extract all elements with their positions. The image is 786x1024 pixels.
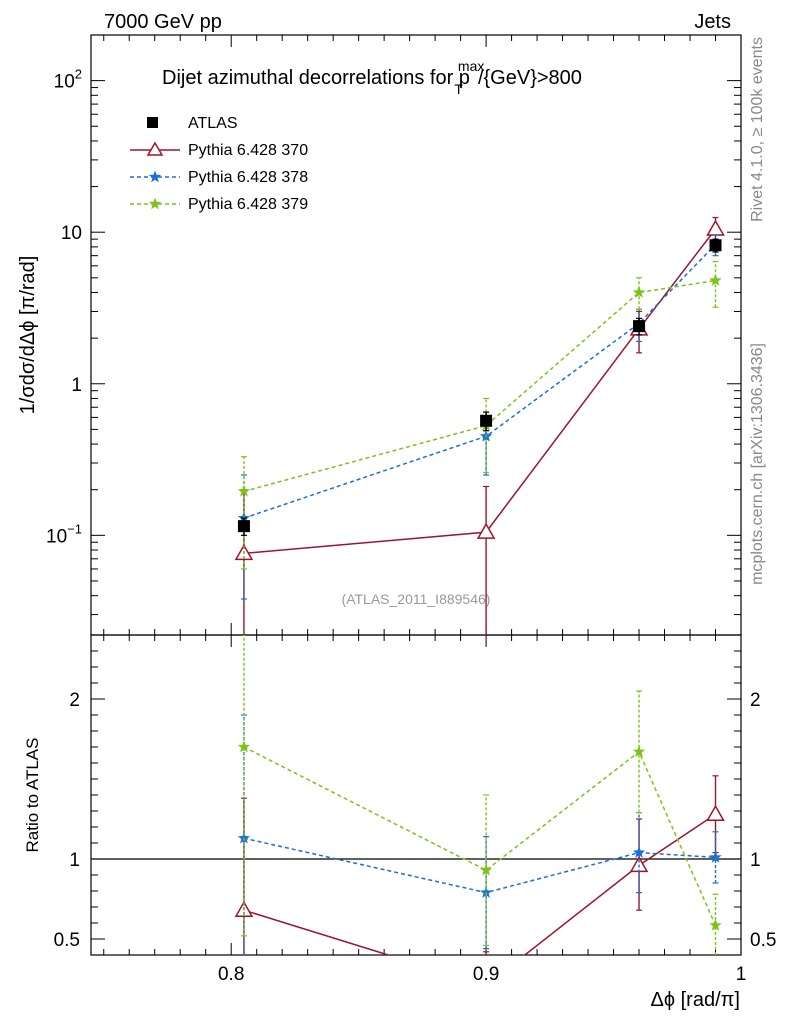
ratio-series-p379 — [237, 635, 722, 955]
x-axis-label: Δϕ [rad/π] — [651, 989, 741, 1011]
ratio-p379-point — [479, 863, 493, 876]
main-data-layer — [234, 216, 725, 635]
legend-p370-marker — [146, 141, 164, 156]
legend-p379-label: Pythia 6.428 379 — [188, 196, 308, 213]
legend: ATLAS Pythia 6.428 370 Pythia 6.428 378 … — [130, 115, 308, 213]
ratio-y-axis-label: Ratio to ATLAS — [23, 738, 42, 853]
legend-p378-star — [148, 170, 162, 183]
main-atlas-point — [709, 239, 722, 252]
chart-title-tail: /{GeV}>800 — [478, 67, 582, 89]
chart-title: Dijet azimuthal decorrelations for pmax T… — [162, 58, 582, 97]
analysis-watermark: (ATLAS_2011_I889546) — [342, 591, 491, 607]
x-tick-label: 0.8 — [218, 964, 244, 985]
main-p370-point — [476, 522, 496, 539]
ratio-p378-point — [709, 850, 722, 863]
legend-p378-marker — [148, 170, 162, 183]
main-series-p370 — [234, 216, 725, 635]
legend-atlas-label: ATLAS — [188, 115, 238, 132]
ratio-p378-line — [243, 837, 716, 894]
legend-p370-label: Pythia 6.428 370 — [188, 142, 308, 159]
ratio-p378-point — [237, 831, 251, 844]
ratio-p370-line — [243, 813, 716, 955]
main-p379-point — [632, 286, 646, 298]
legend-p378-label: Pythia 6.428 378 — [188, 169, 308, 186]
ratio-data-layer — [234, 635, 725, 955]
mcplots-source-label: mcplots.cern.ch [arXiv:1306.3436] — [749, 343, 766, 585]
main-y-tick-label: 102 — [54, 67, 82, 93]
rivet-version-label: Rivet 4.1.0, ≥ 100k events — [749, 37, 766, 222]
main-p379-line — [243, 279, 716, 493]
main-series-p379 — [237, 260, 722, 570]
ratio-y-tick-label: 0.5 — [54, 930, 80, 951]
main-series-p378 — [237, 234, 722, 600]
main-y-tick-label: 10−1 — [46, 521, 82, 547]
ratio-y-tick-label-right: 1 — [750, 850, 761, 871]
chart-title-sup: max — [458, 58, 484, 74]
main-y-axis-label: 1/σdσ/dΔϕ [π/rad] — [17, 256, 39, 415]
ratio-y-tick-label-right: 0.5 — [750, 930, 776, 951]
main-p379-point — [709, 274, 722, 286]
main-p370-point — [706, 219, 725, 236]
ratio-series-p378 — [237, 714, 722, 955]
ratio-series-p370 — [234, 775, 725, 955]
ratio-y-tick-label: 1 — [69, 850, 80, 871]
ratio-p378-point — [632, 846, 646, 858]
legend-atlas-marker — [147, 117, 158, 128]
ratio-plot-frame — [90, 634, 742, 956]
ratio-p379-point — [632, 745, 646, 758]
main-atlas-point — [480, 414, 493, 427]
chart-title-main: Dijet azimuthal decorrelations for p — [162, 67, 470, 89]
ratio-y-tick-label-right: 2 — [750, 690, 761, 711]
ratio-p379-point — [709, 918, 722, 931]
x-tick-label: 0.9 — [473, 964, 499, 985]
main-series-atlas — [237, 238, 722, 536]
ratio-p379-line — [243, 746, 717, 926]
legend-p379-marker — [148, 197, 162, 210]
main-p379-point — [237, 484, 251, 497]
main-atlas-point — [633, 320, 646, 333]
main-y-tick-label: 10 — [61, 223, 82, 244]
ratio-p378-point — [479, 886, 493, 898]
main-p370-line — [243, 228, 717, 555]
ratio-y-tick-label: 2 — [69, 690, 80, 711]
header-left-label: 7000 GeV pp — [104, 11, 222, 33]
ratio-p370-point — [706, 804, 725, 821]
legend-p379-star — [148, 197, 162, 210]
main-p378-line — [243, 243, 717, 519]
x-tick-label: 1 — [736, 964, 747, 985]
header-right-label: Jets — [694, 11, 731, 33]
main-atlas-point — [237, 520, 250, 533]
chart-title-sub: T — [454, 81, 463, 97]
main-y-tick-label: 1 — [71, 375, 82, 396]
ratio-p379-point — [237, 740, 251, 753]
